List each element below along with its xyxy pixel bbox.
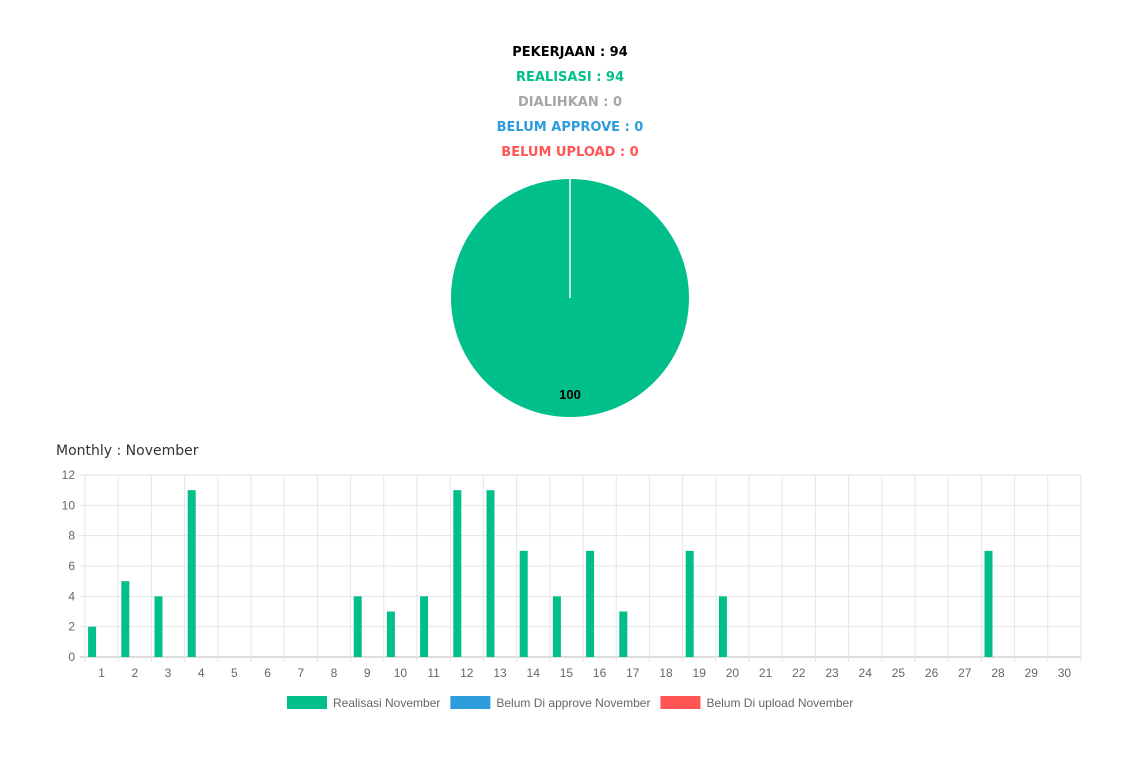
x-tick-label: 25 (892, 666, 906, 680)
x-tick-label: 14 (527, 666, 541, 680)
x-tick-label: 5 (231, 666, 238, 680)
legend-swatch (450, 696, 491, 709)
legend-swatch (287, 696, 327, 709)
x-tick-label: 26 (925, 666, 939, 680)
legend-swatch (660, 696, 701, 709)
x-tick-label: 18 (659, 666, 673, 680)
bar (586, 550, 595, 657)
x-tick-label: 3 (165, 666, 172, 680)
x-tick-label: 4 (198, 666, 205, 680)
bar (88, 626, 97, 657)
x-tick-label: 16 (593, 666, 607, 680)
x-tick-label: 20 (726, 666, 740, 680)
x-tick-label: 7 (297, 666, 304, 680)
pie-label: 100 (559, 387, 581, 402)
x-tick-label: 6 (264, 666, 271, 680)
bar (718, 596, 727, 657)
x-tick-label: 28 (991, 666, 1005, 680)
bar (154, 596, 163, 657)
x-tick-label: 27 (958, 666, 972, 680)
belum-upload-count: BELUM UPLOAD : 0 (501, 145, 639, 160)
bar (121, 581, 130, 657)
x-tick-label: 21 (759, 666, 773, 680)
y-tick-label: 12 (62, 468, 76, 482)
x-tick-label: 13 (493, 666, 507, 680)
y-tick-label: 10 (62, 498, 76, 512)
bar (519, 550, 528, 657)
x-tick-label: 19 (693, 666, 707, 680)
x-tick-label: 2 (131, 666, 138, 680)
bar (619, 611, 628, 657)
pekerjaan-count: PEKERJAAN : 94 (512, 45, 628, 60)
y-tick-label: 8 (68, 529, 75, 543)
x-tick-label: 10 (394, 666, 408, 680)
bar (420, 596, 429, 657)
y-tick-label: 2 (68, 620, 75, 634)
y-tick-label: 6 (68, 559, 75, 573)
belum-approve-count: BELUM APPROVE : 0 (496, 120, 644, 135)
bar (353, 596, 362, 657)
x-tick-label: 30 (1058, 666, 1072, 680)
y-tick-label: 4 (68, 589, 75, 603)
dialihkan-count: DIALIHKAN : 0 (518, 95, 622, 110)
x-tick-label: 11 (427, 666, 440, 680)
bar (453, 490, 462, 657)
x-tick-label: 24 (859, 666, 873, 680)
legend-label: Belum Di approve November (496, 696, 650, 710)
x-tick-label: 8 (331, 666, 338, 680)
bar (552, 596, 561, 657)
bar (984, 550, 993, 657)
x-tick-label: 1 (98, 666, 105, 680)
x-tick-label: 12 (460, 666, 474, 680)
bar (386, 611, 395, 657)
legend-label: Realisasi November (333, 696, 440, 710)
x-tick-label: 29 (1025, 666, 1039, 680)
legend-label: Belum Di upload November (706, 696, 853, 710)
bar (486, 490, 495, 657)
summary-stats: PEKERJAAN : 94 REALISASI : 94 DIALIHKAN … (0, 44, 1140, 169)
bar (187, 490, 196, 657)
x-tick-label: 15 (560, 666, 574, 680)
x-tick-label: 23 (825, 666, 839, 680)
x-tick-label: 17 (626, 666, 640, 680)
x-tick-label: 22 (792, 666, 806, 680)
monthly-title: Monthly : November (56, 443, 199, 459)
y-tick-label: 0 (68, 650, 75, 664)
realisasi-count: REALISASI : 94 (515, 70, 625, 85)
bar (685, 550, 694, 657)
x-tick-label: 9 (364, 666, 371, 680)
